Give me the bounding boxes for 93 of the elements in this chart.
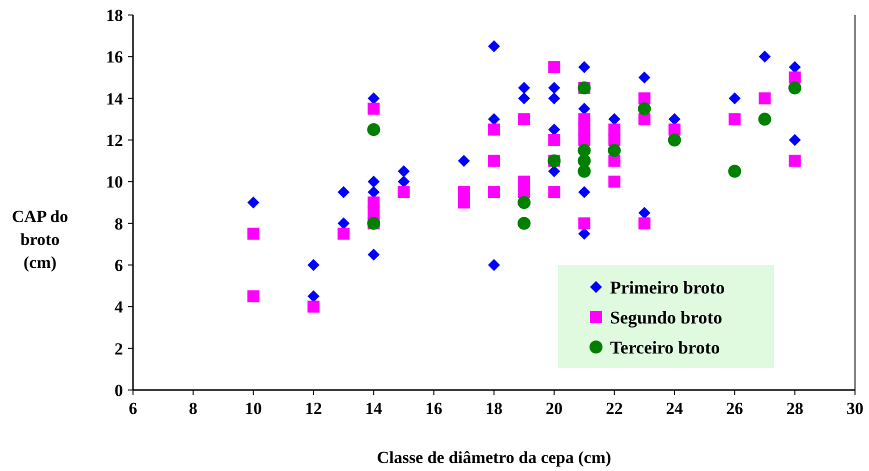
point [308,259,320,271]
point [638,206,650,219]
point [458,196,470,208]
point [608,134,620,146]
point [488,259,500,271]
legend-label: Primeiro broto [610,277,725,298]
x-tick-label: 22 [606,399,623,418]
point [608,176,620,188]
point [728,164,742,178]
x-axis-title: Classe de diâmetro da cepa (cm) [376,448,612,467]
y-tick-label: 14 [106,89,124,108]
legend-label: Terceiro broto [610,337,720,358]
point [368,102,380,115]
point [518,216,531,230]
point [247,196,260,208]
point [788,154,801,167]
y-tick-label: 10 [106,172,123,192]
point [578,61,590,74]
point [368,92,380,104]
point [338,217,350,230]
point [638,72,650,84]
point [338,186,350,198]
point [578,134,590,146]
point [518,113,530,126]
point [758,112,772,126]
point [788,72,801,84]
x-tick-label: 24 [666,399,684,418]
y-tick-label: 0 [114,380,123,400]
point [608,154,620,167]
x-tick-label: 20 [546,399,563,418]
point [368,248,380,261]
point [488,124,500,136]
point [758,92,771,104]
point [728,113,741,126]
y-tick-label: 6 [114,256,123,275]
x-tick-label: 30 [846,399,864,418]
point [788,81,802,94]
point [247,290,260,302]
y-tick-label: 16 [106,48,123,67]
point [518,186,530,198]
x-tick-label: 14 [365,399,383,418]
legend-label: Segundo broto [610,307,722,328]
point [578,186,590,198]
point [548,134,560,146]
point [458,154,470,167]
x-tick-label: 28 [786,399,804,418]
point [728,92,741,104]
point [368,176,380,188]
point [608,113,620,126]
y-tick-label: 2 [114,339,123,358]
point [398,176,410,188]
point [488,154,500,167]
point [578,228,590,240]
y-axis-title: CAP do broto (cm) [12,207,68,272]
point [578,102,590,115]
point [338,228,350,240]
point [308,300,320,313]
point [638,102,651,116]
point [518,82,530,94]
x-tick-label: 6 [128,399,138,418]
y-tick-label: 4 [114,298,124,317]
x-tick-label: 12 [305,399,322,418]
point [518,196,531,209]
point [638,217,650,230]
point [548,61,560,74]
point [308,290,320,302]
point [548,92,560,104]
point [668,134,681,146]
x-tick-label: 8 [188,399,198,418]
x-tick-label: 18 [486,399,502,418]
point [367,123,380,136]
y-tick-label: 12 [106,130,123,150]
x-tick-label: 26 [726,399,744,418]
point [488,186,500,198]
point [488,113,500,126]
point [668,113,680,126]
point [247,228,260,240]
point [518,92,530,104]
point [548,186,560,198]
point [398,165,410,178]
point [788,134,801,146]
point [668,124,680,136]
point [608,144,621,157]
point [578,164,591,178]
point [488,40,500,52]
point [548,82,560,94]
x-tick-label: 10 [244,399,262,418]
point [398,186,410,198]
point [758,50,771,63]
point [578,217,590,230]
x-tick-label: 16 [425,399,442,418]
y-tick-label: 18 [106,6,123,25]
y-tick-label: 8 [114,214,123,234]
